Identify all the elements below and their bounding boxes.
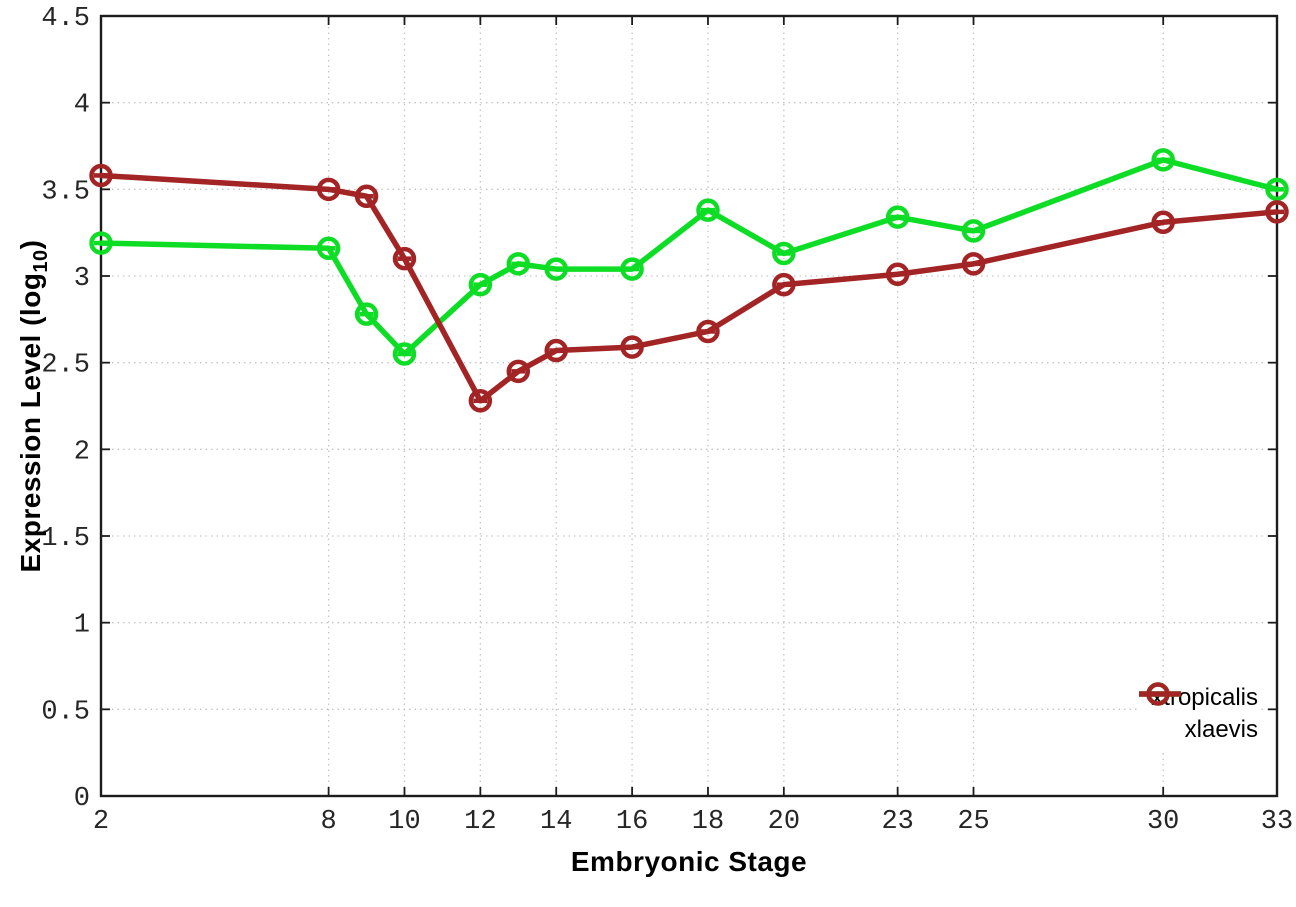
data-point-xlaevis — [1265, 200, 1289, 224]
y-axis-title-subscript: 10 — [29, 249, 52, 273]
y-tick-label: 0 — [74, 784, 90, 814]
y-axis-title: Expression Level (log10) — [15, 240, 53, 573]
data-point-xtropicalis — [1265, 177, 1289, 202]
x-tick-label: 33 — [1261, 807, 1293, 837]
data-point-xtropicalis — [772, 241, 796, 266]
plot-border — [99, 14, 1279, 798]
data-point-xlaevis — [354, 184, 379, 209]
data-point-xtropicalis — [544, 257, 568, 281]
x-tick-label: 10 — [388, 807, 420, 837]
y-tick-label: 4 — [74, 91, 90, 121]
x-tick-label: 30 — [1147, 807, 1179, 837]
data-point-xlaevis — [696, 319, 720, 344]
x-tick-label: 18 — [692, 807, 724, 837]
y-tick-label: 3 — [74, 264, 90, 294]
x-tick-label: 25 — [957, 807, 989, 837]
data-point-xtropicalis — [696, 198, 720, 222]
y-tick-label: 1.5 — [41, 524, 90, 554]
y-tick-label: 1 — [74, 611, 90, 641]
x-tick-label: 14 — [540, 807, 572, 837]
data-point-xlaevis — [89, 163, 113, 188]
data-point-xlaevis — [961, 252, 986, 276]
y-tick-label: 3.5 — [41, 177, 90, 207]
data-point-xtropicalis — [1151, 148, 1175, 172]
data-point-xlaevis — [772, 272, 796, 297]
y-tick-label: 2 — [74, 437, 90, 467]
y-tick-label: 4.5 — [41, 4, 90, 34]
data-point-xtropicalis — [506, 252, 531, 276]
data-point-xlaevis — [1151, 210, 1175, 235]
data-point-xlaevis — [506, 359, 531, 384]
data-point-xlaevis — [885, 262, 910, 287]
y-tick-label: 2.5 — [41, 351, 90, 381]
data-point-xlaevis — [620, 335, 644, 359]
y-axis-title-suffix: ) — [15, 239, 47, 250]
legend-marker-xlaevis-icon — [1139, 682, 1182, 706]
x-axis-title-text: Embryonic Stage — [570, 846, 808, 877]
x-tick-label: 23 — [881, 807, 913, 837]
legend-label-xlaevis: xlaevis — [1184, 716, 1258, 743]
x-tick-label: 16 — [616, 807, 648, 837]
legend: xtropicalis xlaevis — [1137, 679, 1260, 749]
data-point-xtropicalis — [885, 205, 910, 229]
data-point-xtropicalis — [961, 219, 986, 243]
x-tick-label: 20 — [768, 807, 800, 837]
data-point-xlaevis — [392, 246, 417, 271]
x-axis-title: Embryonic Stage — [389, 846, 989, 878]
data-point-xlaevis — [544, 338, 568, 363]
data-point-xtropicalis — [468, 272, 493, 297]
data-point-xtropicalis — [392, 342, 417, 366]
y-axis-title-text: Expression Level (log — [15, 272, 47, 573]
x-tick-label: 2 — [93, 807, 109, 837]
data-point-xtropicalis — [354, 302, 379, 326]
y-tick-label: 0.5 — [41, 697, 90, 727]
data-point-xtropicalis — [620, 257, 644, 281]
x-tick-label: 8 — [321, 807, 337, 837]
data-point-xtropicalis — [316, 236, 341, 261]
data-point-xtropicalis — [89, 231, 113, 255]
data-point-xlaevis — [468, 389, 493, 413]
data-point-xlaevis — [316, 177, 341, 202]
legend-entry-xlaevis: xlaevis — [1139, 682, 1258, 745]
series-line-xlaevis — [98, 172, 1280, 404]
x-tick-label: 12 — [464, 807, 496, 837]
